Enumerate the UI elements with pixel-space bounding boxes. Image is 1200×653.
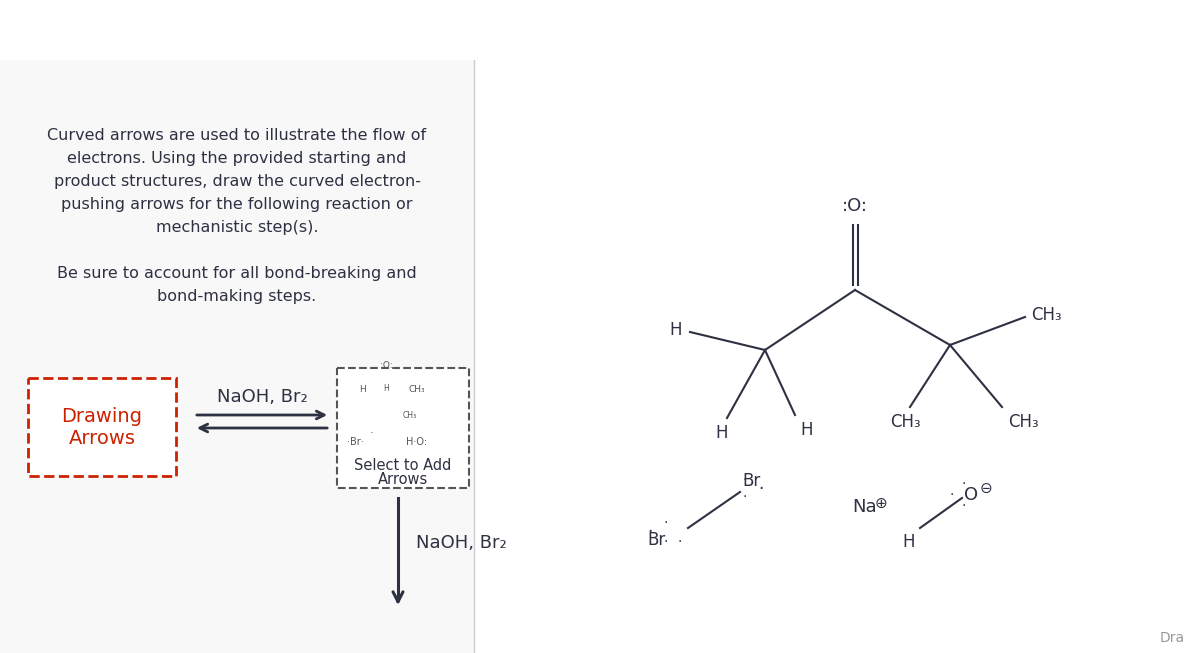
Text: Arrows: Arrows — [378, 473, 428, 488]
Text: ·: · — [743, 490, 748, 504]
Text: ·: · — [974, 488, 978, 502]
Text: ·: · — [758, 480, 763, 498]
FancyBboxPatch shape — [0, 60, 474, 653]
Text: :O:: :O: — [379, 362, 392, 370]
Text: pushing arrows for the following reaction or: pushing arrows for the following reactio… — [61, 197, 413, 212]
Text: H·O:: H·O: — [407, 437, 427, 447]
Text: ·: · — [664, 535, 668, 549]
Text: NaOH, Br₂: NaOH, Br₂ — [217, 388, 307, 406]
Text: H: H — [902, 533, 916, 551]
Text: bond-making steps.: bond-making steps. — [157, 289, 317, 304]
Text: H: H — [384, 383, 389, 392]
Text: Na: Na — [852, 498, 877, 516]
Text: ·: · — [950, 488, 954, 502]
Text: :O:: :O: — [842, 197, 868, 215]
Text: H: H — [359, 385, 366, 394]
Text: H: H — [670, 321, 682, 339]
Text: CH₃: CH₃ — [1031, 306, 1062, 324]
Text: ·: · — [743, 473, 748, 487]
Text: CH₃: CH₃ — [1008, 413, 1039, 431]
Text: Be sure to account for all bond-breaking and: Be sure to account for all bond-breaking… — [58, 266, 416, 281]
Text: Arrows: Arrows — [68, 430, 136, 449]
Text: H: H — [715, 424, 728, 442]
Text: Br: Br — [648, 531, 666, 549]
Text: O: O — [964, 486, 978, 504]
Text: ←: ← — [18, 18, 38, 42]
FancyBboxPatch shape — [28, 378, 176, 476]
Text: ·: · — [664, 516, 668, 530]
Text: mechanistic step(s).: mechanistic step(s). — [156, 220, 318, 235]
Text: CH₃: CH₃ — [408, 385, 425, 394]
Text: H: H — [800, 421, 812, 439]
Text: product structures, draw the curved electron-: product structures, draw the curved elec… — [54, 174, 420, 189]
FancyBboxPatch shape — [337, 368, 469, 488]
Text: ·: · — [647, 523, 653, 541]
Text: Problem 4 of 15: Problem 4 of 15 — [500, 18, 700, 42]
Text: ·: · — [962, 499, 966, 513]
Text: Drawing: Drawing — [61, 407, 143, 426]
Text: ·: · — [678, 535, 682, 549]
Text: Select to Add: Select to Add — [354, 458, 451, 473]
Text: ·: · — [962, 477, 966, 491]
Text: Br: Br — [742, 472, 761, 490]
Text: Dra: Dra — [1160, 631, 1186, 645]
Text: Curved arrows are used to illustrate the flow of: Curved arrows are used to illustrate the… — [48, 128, 426, 143]
Text: ⊕: ⊕ — [875, 496, 888, 511]
Text: electrons. Using the provided starting and: electrons. Using the provided starting a… — [67, 151, 407, 166]
Text: ·Br·: ·Br· — [347, 437, 364, 447]
Text: ·: · — [370, 428, 374, 438]
Text: CH₃: CH₃ — [889, 413, 920, 431]
Text: CH₃: CH₃ — [403, 411, 418, 421]
Text: ⊖: ⊖ — [980, 481, 992, 496]
Text: NaOH, Br₂: NaOH, Br₂ — [416, 534, 506, 552]
